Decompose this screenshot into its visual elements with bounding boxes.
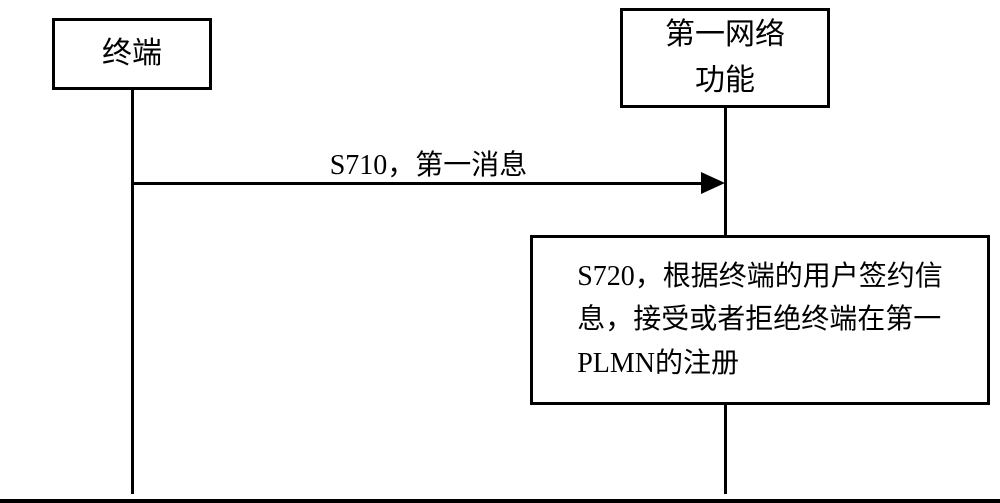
actor-network-function-label: 第一网络功能 (665, 12, 785, 105)
process-s720-text: S720，根据终端的用户签约信息，接受或者拒绝终端在第一PLMN的注册 (577, 255, 943, 385)
lifeline-network-function-lower (724, 405, 727, 494)
message-s710-label: S710，第一消息 (132, 143, 725, 183)
actor-network-function: 第一网络功能 (620, 8, 830, 108)
actor-terminal-label: 终端 (102, 31, 162, 78)
diagram-bottom-border (0, 499, 1000, 503)
sequence-diagram: 终端 第一网络功能 S710，第一消息 S720，根据终端的用户签约信息，接受或… (0, 0, 1000, 503)
actor-terminal: 终端 (52, 18, 212, 90)
process-s720: S720，根据终端的用户签约信息，接受或者拒绝终端在第一PLMN的注册 (530, 235, 990, 405)
